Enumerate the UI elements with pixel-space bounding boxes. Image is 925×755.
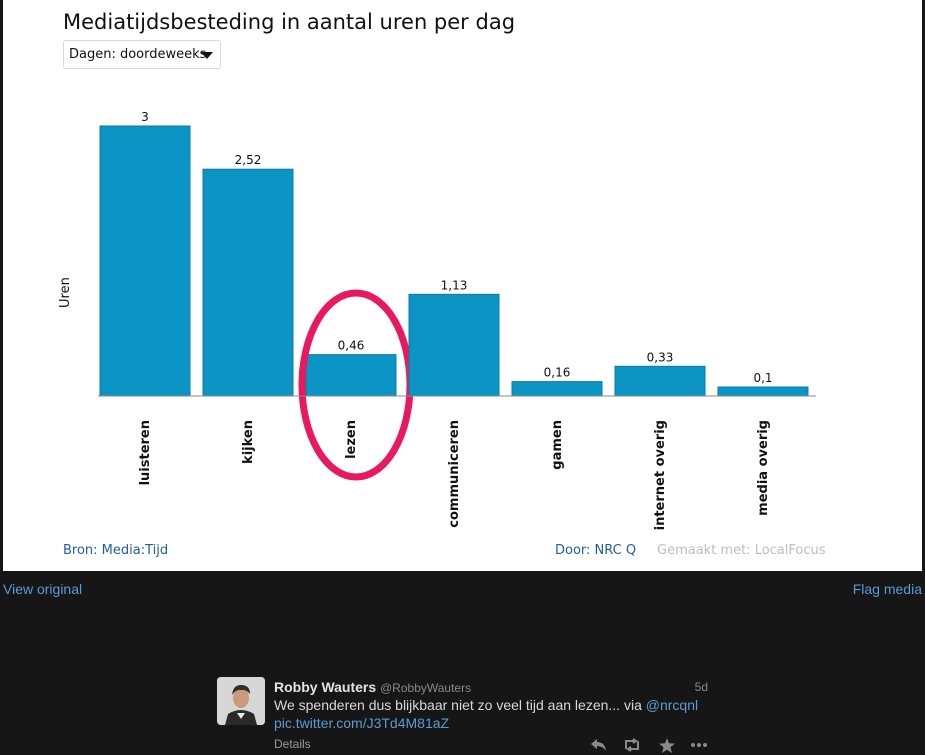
chart-made-with[interactable]: Gemaakt met: LocalFocus bbox=[657, 543, 826, 558]
tweet-author-name[interactable]: Robby Wauters bbox=[274, 679, 377, 695]
chart-title: Mediatijdsbesteding in aantal uren per d… bbox=[63, 10, 516, 34]
chevron-down-icon bbox=[201, 52, 213, 59]
tweet-media-link[interactable]: pic.twitter.com/J3Td4M81aZ bbox=[274, 715, 450, 731]
bar-gamen bbox=[511, 381, 603, 397]
tweet-timestamp[interactable]: 5d bbox=[694, 680, 708, 694]
x-tick-label-lezen: lezen bbox=[344, 420, 359, 459]
more-icon[interactable] bbox=[689, 736, 709, 754]
data-label-kijken: 2,52 bbox=[235, 153, 262, 167]
days-filter-dropdown[interactable]: Dagen: doordeweeks bbox=[63, 40, 221, 69]
data-label-internet-overig: 0,33 bbox=[647, 350, 674, 364]
bar-kijken bbox=[202, 168, 294, 397]
tweet-author-handle[interactable]: @RobbyWauters bbox=[380, 681, 472, 695]
tweet: Robby Wauters @RobbyWauters 5d We spende… bbox=[217, 677, 712, 755]
bar-media-overig bbox=[717, 386, 809, 397]
data-label-media-overig: 0,1 bbox=[753, 371, 772, 385]
days-filter-label: Dagen: doordeweeks bbox=[69, 47, 207, 62]
tweet-text: We spenderen dus blijkbaar niet zo veel … bbox=[274, 696, 706, 732]
flag-media-link[interactable]: Flag media bbox=[852, 581, 922, 597]
tweet-mention-link[interactable]: @nrcqnl bbox=[645, 697, 699, 713]
favorite-icon[interactable] bbox=[657, 736, 677, 754]
bar-lezen bbox=[305, 354, 397, 397]
chart-source[interactable]: Bron: Media:Tijd bbox=[63, 543, 169, 558]
chart-author[interactable]: Door: NRC Q bbox=[555, 543, 637, 558]
view-original-link[interactable]: View original bbox=[3, 581, 83, 597]
tweet-details-link[interactable]: Details bbox=[274, 737, 311, 751]
bar-internet-overig bbox=[614, 365, 706, 397]
data-label-communiceren: 1,13 bbox=[441, 278, 468, 292]
media-card: Mediatijdsbesteding in aantal uren per d… bbox=[3, 0, 922, 571]
bar-communiceren bbox=[408, 293, 500, 397]
x-tick-label-internet-overig: internet overig bbox=[653, 420, 668, 530]
avatar[interactable] bbox=[217, 677, 265, 725]
x-tick-label-gamen: gamen bbox=[550, 420, 565, 470]
retweet-icon[interactable] bbox=[622, 736, 642, 754]
x-tick-label-communiceren: communiceren bbox=[447, 420, 462, 528]
x-tick-label-media-overig: media overig bbox=[756, 420, 771, 516]
x-tick-label-kijken: kijken bbox=[241, 420, 256, 464]
data-label-gamen: 0,16 bbox=[544, 366, 571, 380]
data-label-lezen: 0,46 bbox=[338, 339, 365, 353]
tweet-text-body: We spenderen dus blijkbaar niet zo veel … bbox=[274, 697, 642, 713]
bar-chart: 3 luisteren 2,52 kijken 0,46 lezen 1,13 communi… bbox=[98, 110, 816, 530]
reply-icon[interactable] bbox=[589, 736, 609, 754]
bar-luisteren bbox=[99, 125, 191, 397]
x-tick-label-luisteren: luisteren bbox=[138, 420, 153, 485]
data-label-luisteren: 3 bbox=[141, 110, 149, 124]
